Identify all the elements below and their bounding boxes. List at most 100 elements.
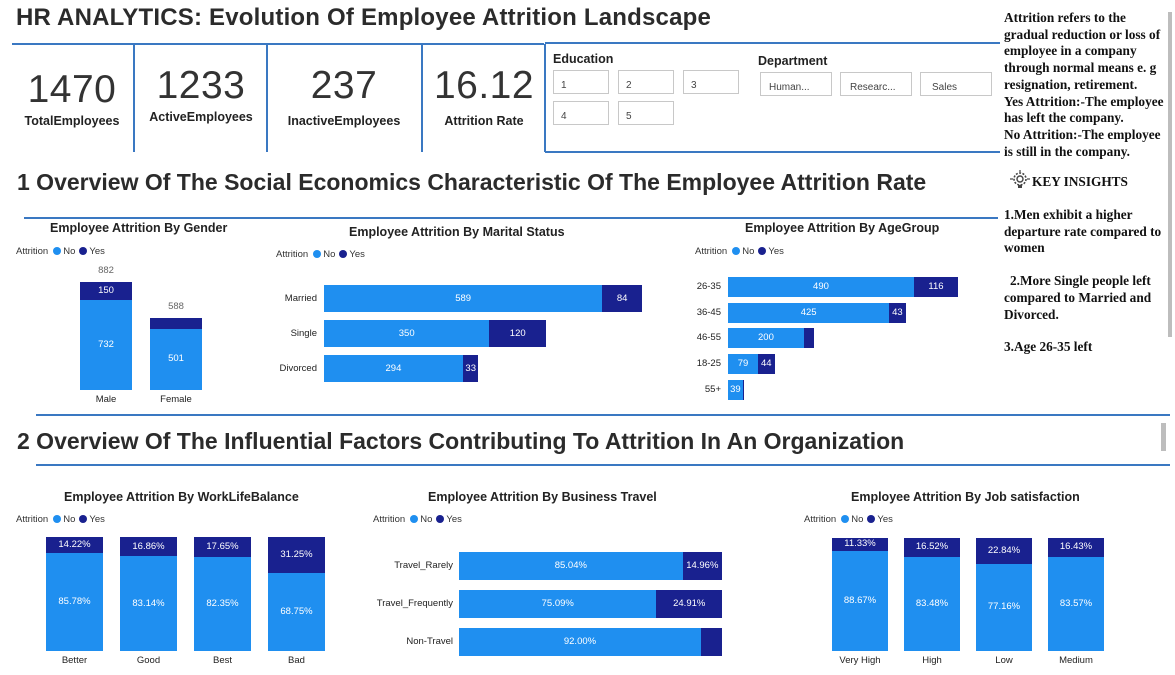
- data-label-no: 85.04%: [554, 560, 587, 571]
- chart-title: Employee Attrition By Business Travel: [428, 490, 657, 504]
- sidebar-scrollbar[interactable]: [1168, 12, 1172, 337]
- bar-yes: [462, 355, 479, 382]
- page-scrollbar[interactable]: [1161, 423, 1166, 451]
- category-label: Female: [160, 394, 192, 405]
- kpi-divider: [133, 44, 135, 152]
- data-label-no: 200: [758, 332, 774, 344]
- data-label-no: 501: [168, 353, 184, 365]
- data-label-no: 79: [737, 358, 749, 370]
- department-option-human[interactable]: Human...: [760, 72, 832, 96]
- bar-yes: [889, 302, 906, 323]
- bar-yes: [602, 285, 642, 312]
- chart-title: Employee Attrition By AgeGroup: [745, 221, 940, 235]
- chart-legend: Attrition No Yes: [16, 514, 105, 525]
- category-label: Travel_Rarely: [394, 560, 453, 571]
- legend-label: Attrition: [373, 514, 406, 525]
- category-label: Travel_Frequently: [376, 598, 453, 609]
- department-option-research[interactable]: Researc...: [840, 72, 912, 96]
- category-label: Non-Travel: [406, 636, 453, 647]
- bar-yes: [742, 379, 744, 400]
- legend-yes: Yes: [768, 246, 784, 257]
- bar-no: [832, 550, 888, 651]
- legend-no-dot: [313, 250, 322, 258]
- data-label-yes: 16.43%: [1059, 541, 1093, 553]
- data-label-yes: 16.52%: [915, 541, 949, 553]
- data-label-yes: 14.22%: [58, 539, 91, 551]
- data-label-no: 88.67%: [843, 594, 877, 606]
- key-insights-heading: KEY INSIGHTS: [1004, 170, 1164, 191]
- chart-title: Employee Attrition By Gender: [50, 221, 228, 235]
- education-option-3[interactable]: 3: [683, 70, 739, 94]
- category-label: 46-55: [696, 332, 721, 344]
- data-label-yes: 120: [509, 327, 526, 339]
- bar-yes: [46, 537, 103, 554]
- bar-yes: [757, 354, 775, 375]
- data-label-no: 83.57%: [1059, 597, 1093, 609]
- bar-yes: [803, 328, 814, 349]
- department-slicer-title: Department: [758, 54, 828, 68]
- kpi-label: TotalEmployees: [24, 114, 120, 128]
- bar-yes: [194, 537, 251, 558]
- chart-legend: Attrition No Yes: [16, 246, 105, 257]
- bar-no: [324, 285, 603, 312]
- bar-no: [459, 590, 657, 618]
- bar-yes: [913, 277, 958, 297]
- bar-no: [120, 556, 177, 651]
- legend-yes: Yes: [349, 249, 365, 260]
- bar-no: [194, 557, 251, 651]
- bar-yes: [120, 537, 177, 557]
- bar-yes: [682, 552, 722, 580]
- legend-no: No: [63, 514, 76, 525]
- data-label-no: 85.78%: [58, 596, 91, 608]
- section-1-title: 1 Overview Of The Social Economics Chara…: [17, 169, 927, 195]
- data-label-no: 82.35%: [206, 598, 239, 610]
- bar-no: [728, 277, 914, 297]
- insight-item: 3.Age 26-35 left: [1004, 339, 1093, 355]
- bar-no: [1048, 556, 1104, 651]
- bar-yes: [832, 538, 888, 551]
- legend-yes: Yes: [89, 246, 105, 257]
- legend-yes-dot: [79, 247, 88, 255]
- kpi-active-employees: 1233 ActiveEmployees: [136, 46, 266, 152]
- category-label: Bad: [288, 655, 305, 666]
- kpi-inactive-employees: 237 InactiveEmployees: [268, 46, 420, 152]
- data-label-no: 589: [455, 292, 472, 304]
- section-2-top-divider: [36, 414, 1170, 416]
- lightbulb-gear-icon: [1010, 170, 1030, 189]
- category-label: Medium: [1059, 655, 1093, 666]
- bar-no: [459, 552, 683, 580]
- data-label-yes: 44: [761, 358, 772, 370]
- category-label: Male: [95, 394, 117, 405]
- legend-yes: Yes: [877, 514, 893, 525]
- data-label-no: 92.00%: [563, 636, 597, 647]
- category-label: 26-35: [696, 281, 721, 292]
- data-label-no: 732: [98, 339, 114, 351]
- education-option-5[interactable]: 5: [618, 101, 674, 125]
- kpi-label: ActiveEmployees: [149, 110, 253, 124]
- education-option-2[interactable]: 2: [618, 70, 674, 94]
- bar-no: [80, 300, 132, 390]
- page-title: HR ANALYTICS: Evolution Of Employee Attr…: [16, 4, 712, 31]
- key-insights-title: KEY INSIGHTS: [1032, 174, 1128, 190]
- category-label: Good: [136, 655, 161, 666]
- legend-yes-dot: [758, 247, 767, 255]
- education-option-1[interactable]: 1: [553, 70, 609, 94]
- education-option-4[interactable]: 4: [553, 101, 609, 125]
- legend-no: No: [742, 246, 755, 257]
- legend-no: No: [851, 514, 864, 525]
- bar-yes: [976, 538, 1032, 564]
- legend-yes: Yes: [446, 514, 462, 525]
- data-label-yes: 14.96%: [686, 560, 719, 571]
- data-label-yes: 31.25%: [280, 548, 313, 560]
- chart-title: Employee Attrition By WorkLifeBalance: [64, 490, 299, 504]
- category-label: Divorced: [279, 362, 318, 374]
- bar-no: [728, 354, 758, 375]
- bar-yes: [904, 538, 960, 557]
- category-label: Low: [995, 655, 1013, 666]
- category-label: Very High: [839, 655, 881, 666]
- data-label-no: 39: [730, 383, 741, 395]
- department-option-sales[interactable]: Sales: [920, 72, 992, 96]
- data-label-no: 350: [398, 327, 415, 339]
- insight-item: 1.Men exhibit a higher departure rate co…: [1004, 207, 1162, 256]
- kpi-value: 237: [310, 64, 378, 107]
